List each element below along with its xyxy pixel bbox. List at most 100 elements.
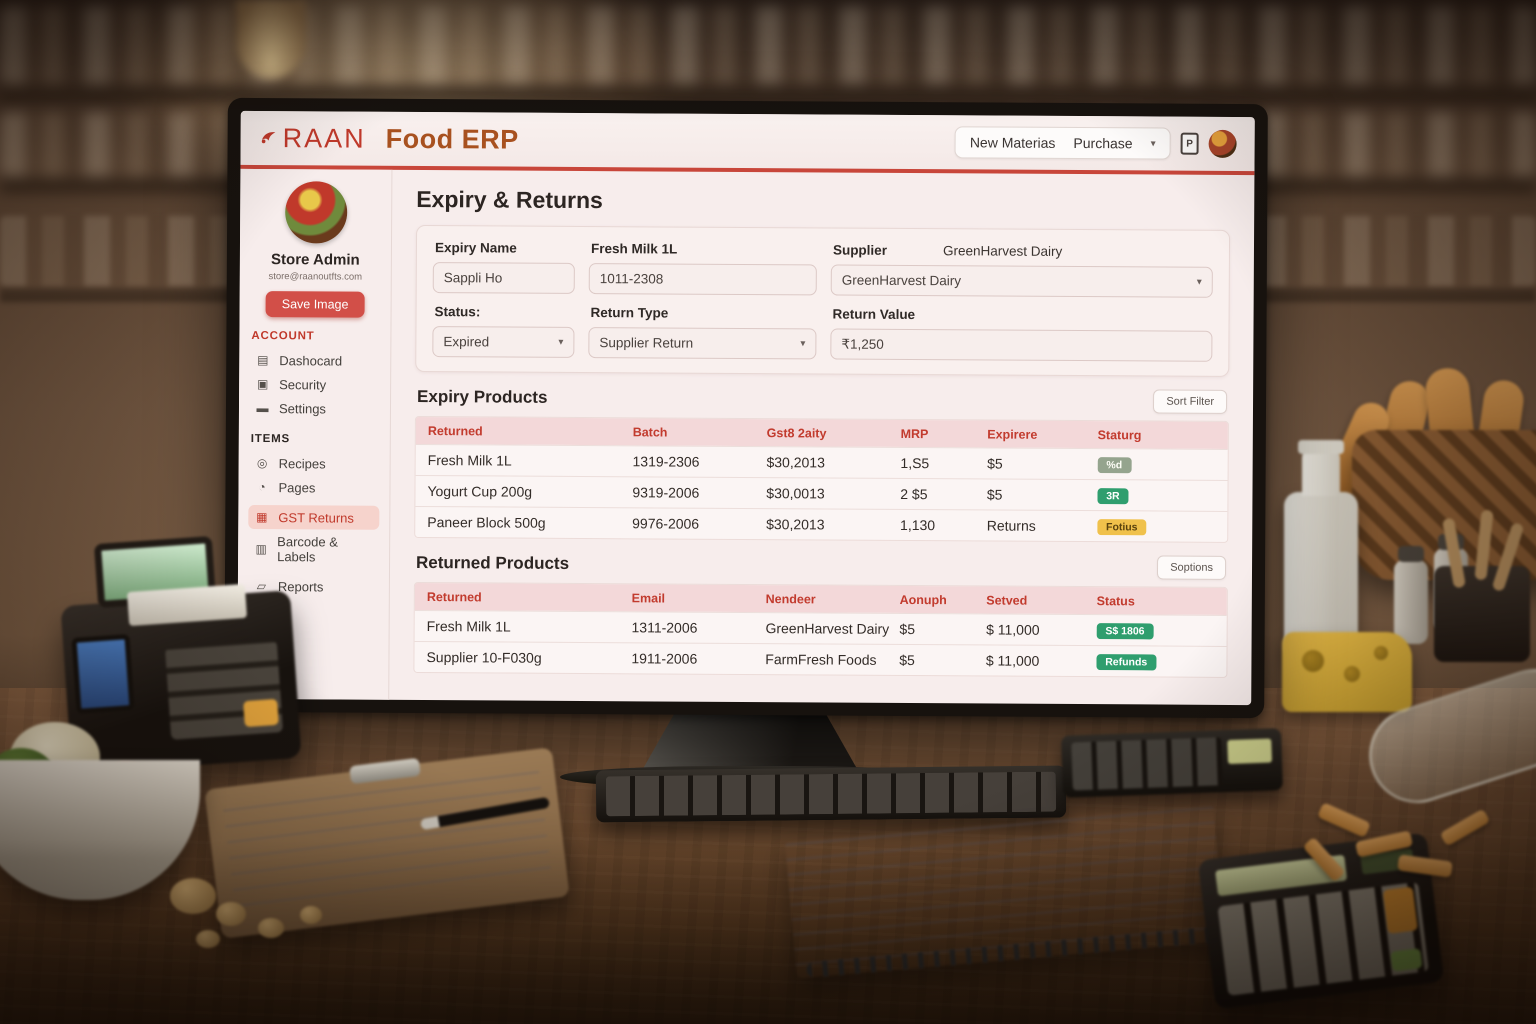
table-row[interactable]: Fresh Milk 1L 1319-2306 $30,2013 1,S5 $5…: [415, 443, 1228, 480]
expiry-name-label: Expiry Name: [434, 240, 517, 256]
sidebar-item-settings[interactable]: ▬ Settings: [249, 396, 380, 421]
returned-products-header: Returned Products Soptions: [415, 551, 1227, 580]
returned-products-title: Returned Products: [415, 552, 570, 573]
col-email: Email: [631, 590, 666, 606]
profile-avatar[interactable]: [284, 181, 347, 244]
section-label-account: ACCOUNT: [251, 329, 315, 343]
batch-input[interactable]: 1011-2308: [588, 263, 817, 296]
erp-app-window: RAAN Food ERP New Materias Purchase ▾ P: [237, 110, 1255, 706]
cell-batch: 1319-2306: [632, 453, 700, 470]
card-reader-screen: [71, 634, 135, 714]
sidebar-item-gst-returns[interactable]: ▦ GST Returns: [248, 504, 380, 530]
nav-purchase[interactable]: Purchase: [1073, 134, 1133, 152]
sidebar-item-label: Security: [279, 376, 327, 392]
cell-product: Supplier 10-F030g: [426, 649, 542, 666]
main-content: Expiry & Returns Expiry Name Fresh Milk …: [389, 170, 1254, 705]
brand-logo-icon: [261, 132, 276, 144]
status-badge: Fotius: [1096, 518, 1147, 536]
supplier-hint: GreenHarvest Dairy: [942, 243, 1063, 259]
supplier-label: Supplier GreenHarvest Dairy: [832, 242, 1063, 259]
pages-icon: ◔: [258, 480, 266, 495]
cell-mrp: 1,S5: [900, 454, 930, 472]
col-status: Status: [1096, 593, 1135, 608]
col-expiry: Expirere: [987, 426, 1038, 442]
cell-saved: $ 11,000: [986, 621, 1040, 638]
cell-mrp: 2 $5: [900, 485, 928, 503]
cell-batch: 9976-2006: [632, 515, 700, 532]
status-badge: S$ 1806: [1096, 622, 1154, 640]
return-type-label: Return Type: [590, 305, 669, 321]
col-returned: Returned: [427, 423, 483, 438]
sidebar-item-recipes[interactable]: ◎ Recipes: [249, 451, 380, 476]
table-row[interactable]: Yogurt Cup 200g 9319-2006 $30,0013 2 $5 …: [415, 474, 1228, 511]
sidebar-item-security[interactable]: ▣ Security: [249, 372, 380, 397]
col-status: Staturg: [1097, 427, 1142, 442]
options-button[interactable]: Soptions: [1157, 555, 1227, 580]
sidebar-item-dashboard[interactable]: ▤ Dashocard: [249, 348, 380, 373]
cheese-block: [1282, 632, 1412, 712]
table-row[interactable]: Supplier 10-F030g 1911-2006 FarmFresh Fo…: [414, 640, 1227, 677]
return-type-select[interactable]: Supplier Return ▾: [588, 327, 817, 360]
table-row[interactable]: Fresh Milk 1L 1311-2006 GreenHarvest Dai…: [414, 609, 1227, 646]
table-row[interactable]: Paneer Block 500g 9976-2006 $30,2013 1,1…: [415, 505, 1228, 542]
return-value-label: Return Value: [832, 306, 916, 323]
cell-product: Yogurt Cup 200g: [427, 483, 533, 500]
settings-icon: ▬: [256, 401, 269, 416]
avatar[interactable]: [1208, 129, 1237, 158]
status-badge: %d: [1097, 456, 1132, 474]
document-icon[interactable]: P: [1180, 132, 1199, 155]
salt-shaker: [1394, 546, 1428, 644]
chevron-down-icon: ▾: [1196, 276, 1202, 288]
cell-product: Paneer Block 500g: [427, 514, 546, 531]
col-mrp: MRP: [900, 426, 929, 441]
status-select-value: Expired: [443, 334, 490, 350]
cell-expiry: $5: [986, 486, 1003, 503]
sidebar-item-label: Reports: [277, 578, 324, 594]
dashboard-icon: ▤: [257, 353, 269, 368]
barcode-icon: ▥: [255, 541, 267, 556]
hanging-lamp: [236, 0, 306, 78]
background-shelf-top: [0, 6, 1536, 100]
cell-batch: 1911-2006: [631, 650, 698, 667]
save-image-button[interactable]: Save Image: [265, 291, 365, 318]
section-label-items: ITEMS: [250, 432, 290, 446]
cell-gst: $30,2013: [766, 454, 825, 471]
status-badge: 3R: [1097, 487, 1129, 505]
cell-expiry: $5: [987, 455, 1003, 472]
sidebar-item-pages[interactable]: ◔ Pages: [248, 475, 379, 500]
return-value-input[interactable]: ₹1,250: [830, 328, 1213, 362]
page-title: Expiry & Returns: [416, 185, 603, 214]
sidebar-item-barcode-labels[interactable]: ▥ Barcode & Labels: [248, 529, 379, 569]
col-batch: Batch: [632, 424, 668, 440]
cell-product: Fresh Milk 1L: [427, 452, 512, 469]
returned-products-table: Returned Email Nendeer Aonuph Setved Sta…: [413, 581, 1228, 678]
sidebar-item-label: Pages: [278, 479, 316, 495]
cell-expiry: Returns: [986, 517, 1036, 534]
expiry-name-input[interactable]: Sappli Ho: [432, 262, 575, 294]
product-label: Fresh Milk 1L: [590, 241, 678, 257]
sidebar-item-label: GST Returns: [278, 509, 354, 526]
col-amount: Aonuph: [899, 592, 947, 607]
chevron-down-icon[interactable]: ▾: [1150, 137, 1156, 149]
supplier-select[interactable]: GreenHarvest Dairy ▾: [830, 264, 1213, 298]
sidebar-item-label: Barcode & Labels: [277, 533, 338, 564]
status-select[interactable]: Expired ▾: [432, 326, 575, 358]
brand-name: RAAN: [282, 122, 366, 154]
cell-vendor: GreenHarvest Dairy: [765, 620, 890, 637]
desk-calculator-small: [1060, 728, 1284, 798]
cell-batch: 1311-2006: [631, 619, 698, 636]
chevron-down-icon: ▾: [800, 338, 806, 350]
keyboard: [595, 765, 1067, 823]
cell-amount: $5: [899, 651, 915, 669]
header-nav: New Materias Purchase ▾: [954, 126, 1171, 160]
expiry-products-table: Returned Batch Gst8 2aity MRP Expirere S…: [414, 415, 1229, 543]
pos-enter-key: [243, 698, 279, 728]
monitor: RAAN Food ERP New Materias Purchase ▾ P: [224, 97, 1268, 719]
expiry-form-card: Expiry Name Fresh Milk 1L Supplier GreenH…: [415, 224, 1231, 377]
nav-new-materials[interactable]: New Materias: [969, 134, 1056, 151]
col-gst-daily: Gst8 2aity: [766, 425, 827, 440]
utensil-holder: [1434, 509, 1530, 662]
monitor-stand-neck: [640, 712, 860, 774]
sort-filter-button[interactable]: Sort Filter: [1153, 389, 1228, 414]
profile-email: store@raanoutfts.com: [268, 271, 363, 283]
